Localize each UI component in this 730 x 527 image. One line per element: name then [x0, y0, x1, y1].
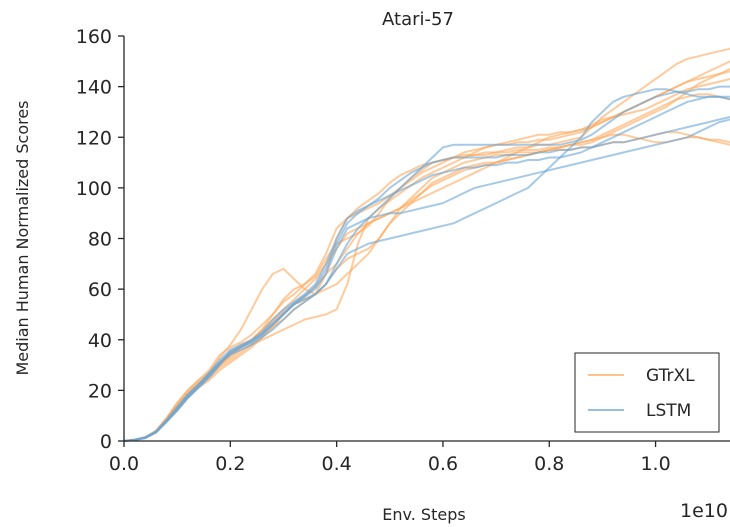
x-axis-title: Env. Steps [382, 505, 465, 524]
x-tick-label: 0.0 [109, 453, 139, 475]
series-line-lstm-12 [123, 95, 730, 442]
series-line-lstm-9 [123, 116, 730, 442]
series-line-gtrxl-1 [123, 67, 730, 442]
x-tick-label: 0.4 [322, 453, 352, 475]
y-ticks: 0 20 40 60 80 100 120 140 160 [76, 26, 124, 453]
x-tick-label: 0.8 [534, 453, 564, 475]
y-axis-title: Median Human Normalized Scores [13, 100, 32, 375]
y-tick-label: 160 [76, 26, 112, 48]
x-tick-label: 0.2 [215, 453, 245, 475]
series-lines [123, 47, 730, 442]
y-tick-label: 100 [76, 178, 112, 200]
x-ticks: 0.0 0.2 0.4 0.6 0.8 1.0 [109, 441, 671, 475]
y-tick-label: 20 [88, 380, 112, 402]
chart-title: Atari-57 [382, 9, 454, 30]
y-tick-label: 80 [88, 229, 112, 251]
legend-box [574, 352, 720, 433]
y-tick-label: 60 [88, 279, 112, 301]
y-tick-label: 40 [88, 330, 112, 352]
y-tick-label: 120 [76, 127, 112, 149]
x-tick-label: 0.6 [428, 453, 458, 475]
series-line-gtrxl-3 [123, 93, 730, 442]
x-axis-offset-label: 1e10 [680, 500, 728, 522]
legend: GTrXL LSTM [574, 352, 720, 433]
legend-label-lstm: LSTM [646, 401, 691, 421]
y-tick-label: 140 [76, 77, 112, 99]
y-tick-label: 0 [100, 431, 112, 453]
x-tick-label: 1.0 [640, 453, 670, 475]
legend-label-gtrxl: GTrXL [646, 366, 695, 386]
